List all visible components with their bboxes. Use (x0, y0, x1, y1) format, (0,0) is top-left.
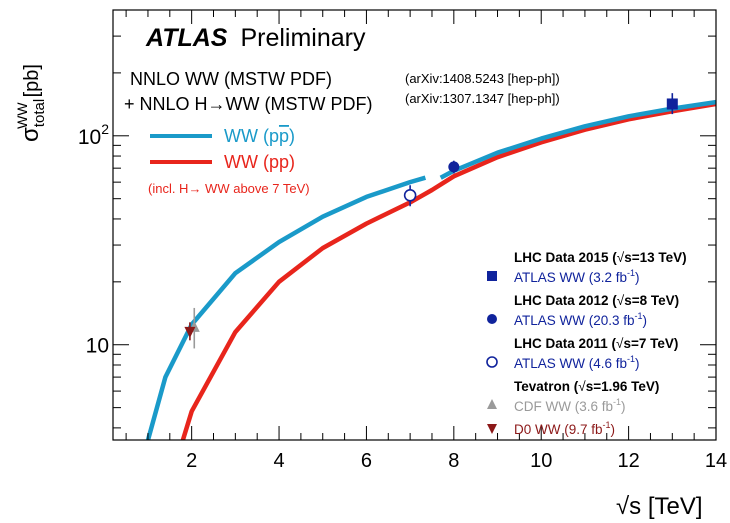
y-tick-base: 10 (86, 335, 109, 358)
title-bold: ATLAS (145, 24, 228, 52)
legend-entry-text: ATLAS WW (20.3 fb (514, 313, 635, 328)
data-legend: LHC Data 2015 (√s=13 TeV)ATLAS WW (3.2 f… (486, 250, 687, 437)
x-tick-label: 8 (448, 450, 459, 472)
y-tick-label: 102 (78, 121, 109, 149)
legend-entry-text: D0 WW (9.7 fb (514, 422, 603, 437)
theory-curve-1 (180, 101, 716, 440)
legend-root: √ (617, 293, 625, 308)
legend-marker-2-0 (486, 356, 498, 368)
theory-line-2: + NNLO H→WW (MSTW PDF) (124, 94, 372, 114)
legend-entry-sup: -1 (603, 420, 611, 430)
legend-entry-text: ) (643, 313, 648, 328)
legend-entry-2-0: ATLAS WW (4.6 fb-1) (514, 354, 640, 371)
legend-header-text: s=8 TeV) (624, 293, 679, 308)
x-tick-label: 2 (186, 450, 197, 472)
chart-title: ATLAS Preliminary (145, 24, 366, 52)
legend-entry-1-0: ATLAS WW (20.3 fb-1) (514, 311, 647, 328)
legend-entry-text: ) (635, 356, 640, 371)
legend-label-ppbar: WW (pp) (224, 126, 295, 146)
plot-frame (112, 9, 717, 441)
legend-entry-sup: -1 (627, 268, 635, 278)
x-tick-label: 4 (273, 450, 284, 472)
legend-marker-3-0 (487, 399, 497, 409)
x-tick-label: 10 (530, 450, 552, 472)
legend-header-text: s=1.96 TeV) (586, 379, 660, 394)
legend-root: √ (616, 336, 624, 351)
y-tick-base: 10 (78, 126, 101, 149)
legend-root: √ (617, 250, 625, 265)
legend-entry-sup: -1 (635, 311, 643, 321)
legend-marker-3-1 (487, 424, 497, 434)
legend-entry-text: ATLAS WW (4.6 fb (514, 356, 627, 371)
x-axis-label: √s [TeV] (616, 493, 703, 520)
theory-line-1: NNLO WW (MSTW PDF) (130, 69, 332, 89)
legend-entry-text: ) (621, 399, 626, 414)
y-axis-label: σtotalWW[pb] (14, 64, 48, 142)
legend-entry-0-0: ATLAS WW (3.2 fb-1) (514, 268, 640, 285)
theory-ref-2: (arXiv:1307.1347 [hep-ph]) (405, 91, 560, 106)
y-tick-exponent: 2 (101, 121, 109, 137)
legend-entry-3-0: CDF WW (3.6 fb-1) (514, 397, 626, 414)
legend-entry-sup: -1 (627, 354, 635, 364)
legend-entry-text: ) (611, 422, 616, 437)
data-point-1 (448, 161, 460, 173)
pbar-letter: p (279, 126, 289, 146)
theory-ref-1: (arXiv:1408.5243 [hep-ph]) (405, 71, 560, 86)
x-tick-label: 12 (617, 450, 639, 472)
legend-root: √ (578, 379, 586, 394)
legend-note-higgs: (incl. H→ WW above 7 TeV) (148, 181, 310, 196)
legend-header-text: Tevatron ( (514, 379, 579, 394)
legend-header-2: LHC Data 2011 (√s=7 TeV) (514, 336, 678, 351)
theory-curve-0 (145, 175, 427, 440)
x-tick-label: 14 (705, 450, 727, 472)
legend-marker-0-0 (487, 271, 497, 281)
legend-header-0: LHC Data 2015 (√s=13 TeV) (514, 250, 687, 265)
legend-header-text: LHC Data 2011 ( (514, 336, 617, 351)
x-tick-label: 6 (361, 450, 372, 472)
legend-entry-text: ATLAS WW (3.2 fb (514, 270, 627, 285)
x-axis-ticks: 2 4 6 8 10 12 14 (125, 10, 727, 472)
y-tick-label: 10 (86, 335, 109, 358)
theory-curves (145, 99, 716, 440)
data-points (184, 93, 678, 349)
legend-header-text: s=13 TeV) (624, 250, 686, 265)
legend-header-3: Tevatron (√s=1.96 TeV) (514, 379, 659, 394)
legend-entry-text: ) (635, 270, 640, 285)
title-rest: Preliminary (240, 24, 366, 52)
data-point-2 (403, 189, 417, 202)
legend-header-text: LHC Data 2015 ( (514, 250, 617, 265)
theory-curve-2 (439, 99, 716, 180)
legend-label-pp: WW (pp) (224, 152, 295, 172)
legend-entry-sup: -1 (613, 397, 621, 407)
data-point-4 (184, 326, 196, 338)
legend-header-1: LHC Data 2012 (√s=8 TeV) (514, 293, 679, 308)
legend-marker-1-0 (487, 314, 497, 324)
legend-entry-3-1: D0 WW (9.7 fb-1) (514, 420, 615, 437)
data-point-0 (666, 98, 678, 110)
legend-entry-text: CDF WW (3.6 fb (514, 399, 613, 414)
legend-header-text: s=7 TeV) (623, 336, 678, 351)
legend-header-text: LHC Data 2012 ( (514, 293, 617, 308)
